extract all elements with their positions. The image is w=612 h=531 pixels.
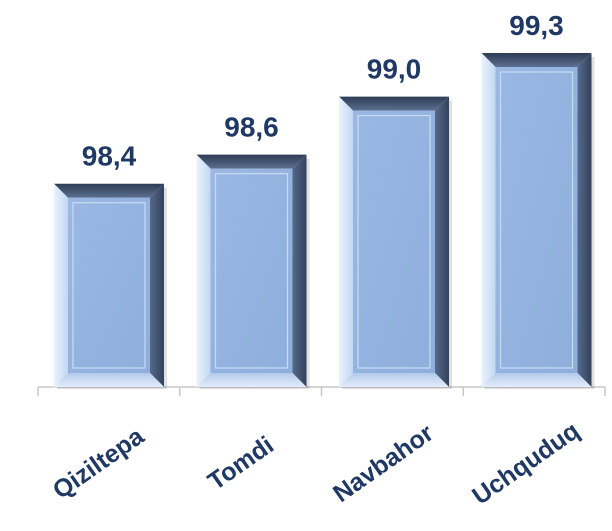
- bar-bevel-top: [196, 154, 307, 169]
- bar-face: [495, 67, 578, 373]
- bar-bevel-left: [54, 183, 68, 387]
- x-tick-label: Tomdi: [203, 431, 279, 496]
- bar-bevel-left: [339, 96, 353, 387]
- bar-inner-frame: [499, 71, 574, 369]
- bar: [54, 183, 167, 389]
- data-label: 98,6: [224, 112, 279, 143]
- bar-face: [210, 168, 293, 373]
- x-tick-label: Qiziltepa: [48, 421, 150, 504]
- bar-bevel-bottom: [481, 373, 592, 387]
- bar-bevel-top: [481, 53, 592, 67]
- bar: [196, 154, 310, 389]
- data-label: 99,0: [367, 54, 422, 85]
- bar-bevel-right: [150, 183, 164, 387]
- bar-bevel-left: [196, 154, 211, 387]
- bars-group: [54, 53, 595, 389]
- bar-bevel-right: [577, 53, 592, 387]
- x-tick-label: Uchquduq: [467, 417, 584, 511]
- bar-face: [68, 197, 150, 373]
- bar-face: [353, 110, 435, 373]
- bar-bevel-right: [435, 96, 449, 387]
- bar: [481, 53, 595, 389]
- bar-inner-frame: [357, 114, 431, 369]
- x-tick-label: Navbahor: [328, 419, 439, 508]
- bar-bevel-bottom: [196, 373, 307, 387]
- bar-inner-frame: [214, 173, 289, 369]
- bar-bevel-top: [54, 183, 164, 198]
- bar-inner-frame: [72, 202, 146, 369]
- bar-bevel-left: [481, 53, 496, 387]
- bar-bevel-top: [339, 96, 449, 111]
- bar-bevel-right: [292, 154, 307, 387]
- data-label: 99,3: [509, 10, 564, 41]
- bar: [339, 96, 452, 389]
- data-label: 98,4: [82, 141, 137, 172]
- bar-bevel-bottom: [54, 373, 164, 387]
- bar-bevel-bottom: [339, 373, 449, 387]
